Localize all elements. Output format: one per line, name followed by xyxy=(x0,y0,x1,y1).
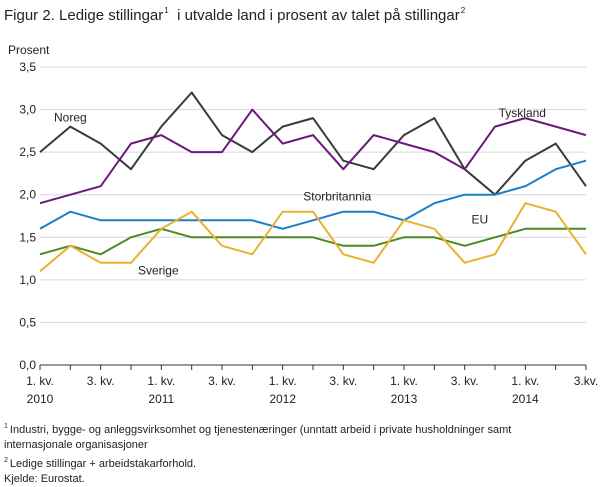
x-tick-labels: 1. kv. 2010 3. kv. 1. kv. 2011 3. kv. 1. kv. 20… xyxy=(26,374,598,406)
series-label-tyskland: Tyskland xyxy=(499,106,546,120)
x-tick-label: 1. kv. xyxy=(390,374,418,388)
series-line-tyskland xyxy=(39,108,587,205)
x-tick-label: 3. kv. xyxy=(329,374,357,388)
title-rest: i utvalde land i prosent av talet på sti… xyxy=(177,7,460,24)
line-chart: 0,0 0,5 1,0 1,5 2,0 2,5 3,0 3,5 1. kv. 2010 3. kv… xyxy=(19,60,598,406)
y-tick-label: 0,5 xyxy=(19,315,36,329)
footnote-1-mark: 1 xyxy=(4,423,8,430)
x-tick-label: 1. kv. xyxy=(511,374,539,388)
footnote-1: 1 Industri, bygge- og anleggsvirksomhet o… xyxy=(4,419,604,438)
y-tick-label: 2,5 xyxy=(19,145,36,159)
series-label-sverige: Sverige xyxy=(138,264,179,278)
x-tick-label: 3. kv. xyxy=(208,374,236,388)
x-tick-year-label: 2014 xyxy=(512,392,539,406)
y-tick-label: 3,0 xyxy=(19,103,36,117)
y-tick-labels: 0,0 0,5 1,0 1,5 2,0 2,5 3,0 3,5 xyxy=(19,60,36,372)
series-line-sverige xyxy=(39,202,587,273)
x-tick-year-label: 2011 xyxy=(148,392,174,406)
source-note: Kjelde: Eurostat. xyxy=(4,473,85,485)
x-tick-label: 1. kv. xyxy=(26,374,54,388)
series-line-storbritannia xyxy=(39,159,587,230)
x-tick-year-label: 2010 xyxy=(27,392,54,406)
chart-title: Figur 2. Ledige stillingar1 i utvalde la… xyxy=(4,6,465,24)
footnote-1-text-line1: Industri, bygge- og anleggsvirksomhet og… xyxy=(9,424,512,436)
series-label-noreg: Noreg xyxy=(54,110,87,124)
footnote-2: 2 Ledige stillingar + arbeidstakarforhold… xyxy=(4,453,604,472)
y-tick-label: 3,5 xyxy=(19,60,36,74)
series-lines xyxy=(39,91,587,273)
footnote-2-text: Ledige stillingar + arbeidstakarforhold. xyxy=(9,458,197,470)
x-tick-label: 3.kv. xyxy=(574,374,598,388)
title-footnote-mark-1: 1 xyxy=(164,6,169,15)
series-label-eu: EU xyxy=(471,213,488,227)
y-tick-label: 1,5 xyxy=(19,230,36,244)
x-tick-label: 3. kv. xyxy=(87,374,115,388)
y-axis-label: Prosent xyxy=(8,43,50,57)
series-labels: Noreg Tyskland Storbritannia EU Sverige xyxy=(54,106,546,278)
footnotes: 1 Industri, bygge- og anleggsvirksomhet o… xyxy=(4,419,604,487)
footnote-2-mark: 2 xyxy=(4,457,8,464)
series-label-storbritannia: Storbritannia xyxy=(303,190,371,204)
title-footnote-mark-2: 2 xyxy=(460,6,466,15)
y-tick-label: 1,0 xyxy=(19,273,36,287)
footnote-1-continued: internasjonale organisasjoner xyxy=(4,439,148,451)
x-tick-label: 3. kv. xyxy=(451,374,479,388)
x-tick-label: 1. kv. xyxy=(269,374,297,388)
title-main: Figur 2. Ledige stillingar xyxy=(4,7,164,24)
x-tick-year-label: 2013 xyxy=(391,392,418,406)
y-tick-label: 0,0 xyxy=(19,358,36,372)
gridlines xyxy=(39,66,587,370)
x-tick-label: 1. kv. xyxy=(147,374,175,388)
series-line-eu xyxy=(39,227,586,256)
y-tick-label: 2,0 xyxy=(19,188,36,202)
x-tick-year-label: 2012 xyxy=(269,392,296,406)
